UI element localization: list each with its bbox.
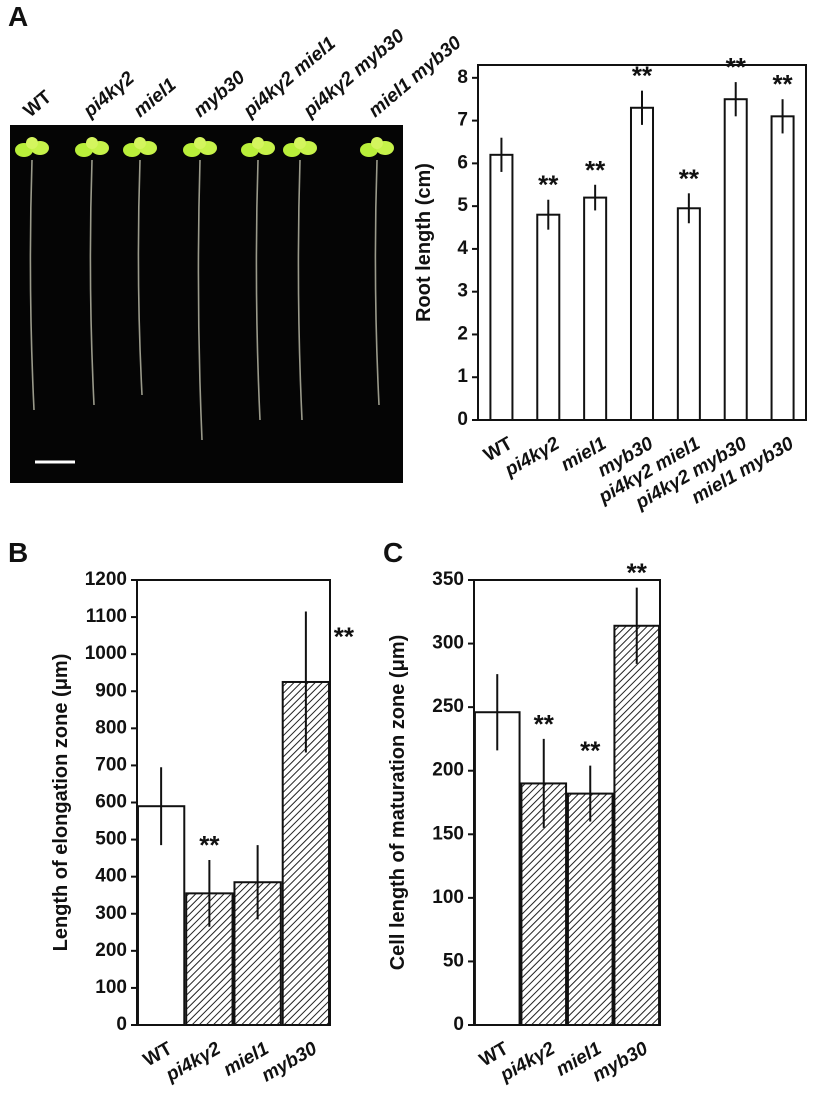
plot-frame	[473, 579, 661, 1026]
bar	[676, 207, 701, 421]
significance: **	[538, 170, 559, 200]
y-tick-label: 5	[457, 195, 468, 216]
y-tick-label: 0	[457, 409, 468, 430]
leaf	[194, 137, 206, 149]
y-tick-label: 1100	[86, 606, 127, 627]
significance: **	[772, 69, 793, 99]
leaf	[134, 137, 146, 149]
seedling-photo	[10, 125, 403, 483]
y-tick-label: 2	[457, 323, 468, 344]
significance: **	[199, 830, 220, 860]
y-tick-label: 900	[95, 680, 127, 701]
y-tick-label: 7	[457, 110, 468, 131]
root	[29, 159, 35, 411]
y-axis-label: Length of elongation zone (μm)	[50, 654, 72, 952]
y-tick-label: 800	[95, 717, 127, 738]
panel-label: C	[383, 537, 403, 568]
significance: **	[534, 709, 555, 739]
leaf	[371, 137, 383, 149]
photo-label: myb30	[190, 67, 250, 122]
y-tick-label: 200	[95, 940, 127, 961]
leaf	[252, 137, 264, 149]
root	[137, 159, 143, 396]
y-tick-label: 100	[95, 977, 127, 998]
x-tick-label: myb30	[258, 1038, 321, 1087]
y-axis-label: Root length (cm)	[413, 163, 435, 322]
bar	[566, 792, 614, 1026]
y-tick-label: 600	[95, 792, 127, 813]
root	[297, 159, 303, 421]
significance: **	[632, 61, 653, 91]
panel-label: A	[8, 1, 28, 32]
y-axis-label: Cell length of maturation zone (μm)	[387, 635, 409, 971]
y-tick-label: 100	[432, 887, 464, 908]
y-tick-label: 400	[95, 866, 127, 887]
significance: **	[334, 622, 355, 652]
bar	[536, 213, 561, 421]
x-tick-label: pi4kγ2	[162, 1038, 225, 1086]
photo-label: miel1	[130, 75, 181, 122]
plot-frame	[136, 579, 331, 1026]
bar	[613, 624, 661, 1026]
significance: **	[627, 558, 648, 588]
photo-label: pi4kγ2	[79, 67, 139, 122]
bar	[583, 196, 608, 421]
y-tick-label: 500	[95, 829, 127, 850]
leaf	[26, 137, 38, 149]
y-tick-label: 1	[457, 366, 468, 387]
root	[255, 159, 261, 421]
bar	[770, 115, 795, 422]
x-tick-label: pi4kγ2	[501, 433, 564, 481]
significance: **	[580, 736, 601, 766]
y-tick-label: 8	[457, 67, 468, 88]
plot-frame	[477, 64, 807, 421]
y-tick-label: 200	[432, 760, 464, 781]
significance: **	[726, 52, 747, 82]
root	[374, 159, 380, 406]
y-tick-label: 0	[453, 1014, 464, 1035]
significance: **	[679, 163, 700, 193]
y-tick-label: 700	[95, 754, 127, 775]
y-tick-label: 350	[432, 569, 464, 590]
y-tick-label: 6	[457, 152, 468, 173]
photo-label: WT	[20, 87, 56, 122]
y-tick-label: 300	[95, 903, 127, 924]
root	[197, 159, 203, 441]
y-tick-label: 4	[457, 238, 468, 259]
panel-label: B	[8, 537, 28, 568]
y-tick-label: 50	[443, 950, 464, 971]
bar	[473, 711, 521, 1026]
leaf	[86, 137, 98, 149]
leaf	[294, 137, 306, 149]
bar	[489, 153, 514, 421]
root	[89, 159, 95, 406]
y-tick-label: 0	[116, 1014, 127, 1035]
y-tick-label: 1000	[85, 643, 127, 664]
y-tick-label: 300	[432, 633, 464, 654]
y-tick-label: 150	[432, 823, 464, 844]
bar	[723, 98, 748, 422]
y-tick-label: 250	[432, 696, 464, 717]
y-tick-label: 1200	[85, 569, 127, 590]
bar	[629, 106, 655, 421]
significance: **	[585, 155, 606, 185]
y-tick-label: 3	[457, 281, 468, 302]
seedlings	[15, 137, 394, 441]
